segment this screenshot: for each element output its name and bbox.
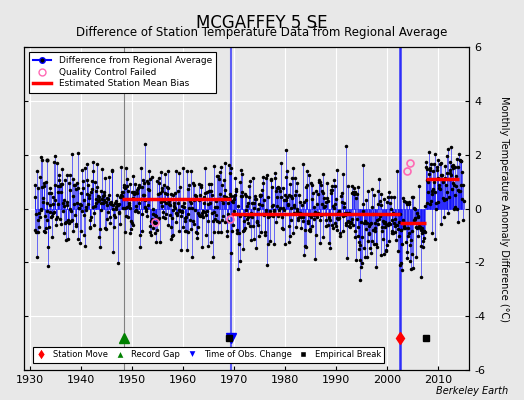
Y-axis label: Monthly Temperature Anomaly Difference (°C): Monthly Temperature Anomaly Difference (… [499,96,509,322]
Legend: Station Move, Record Gap, Time of Obs. Change, Empirical Break: Station Move, Record Gap, Time of Obs. C… [33,347,384,363]
Text: MCGAFFEY 5 SE: MCGAFFEY 5 SE [196,14,328,32]
Text: Difference of Station Temperature Data from Regional Average: Difference of Station Temperature Data f… [77,26,447,39]
Text: Berkeley Earth: Berkeley Earth [436,386,508,396]
